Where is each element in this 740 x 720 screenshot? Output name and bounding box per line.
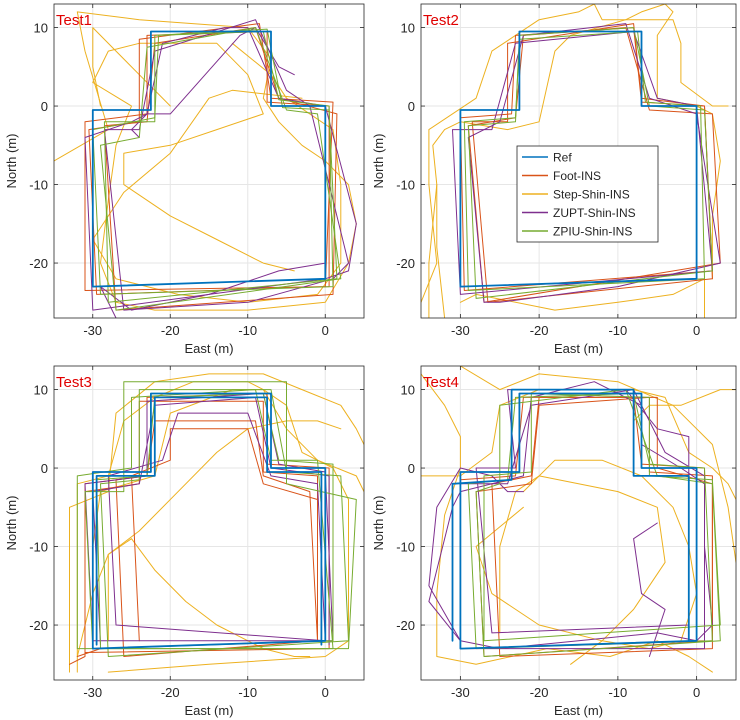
series-line-step-shin-ins xyxy=(499,475,666,665)
x-tick-label: -10 xyxy=(608,323,627,338)
y-axis-label: North (m) xyxy=(371,496,386,551)
x-tick-label: -20 xyxy=(530,685,549,700)
x-tick-label: -20 xyxy=(161,685,180,700)
x-axis-label: East (m) xyxy=(184,341,233,356)
series-line-step-shin-ins xyxy=(459,366,736,563)
x-tick-label: -20 xyxy=(161,323,180,338)
x-tick-label: 0 xyxy=(322,323,329,338)
series-line-zupt-shin-ins xyxy=(428,467,524,642)
y-tick-label: -10 xyxy=(396,540,415,555)
subplot-test1: -30 -20 -10 0 -20 -10 0 10 East (m) North (m) Test… xyxy=(4,3,365,356)
x-tick-label: 0 xyxy=(322,685,329,700)
series-line-zupt-shin-ins xyxy=(107,412,326,642)
y-tick-label: -10 xyxy=(396,178,415,193)
series-line-step-shin-ins xyxy=(428,184,438,318)
y-tick-label: -20 xyxy=(29,256,48,271)
x-tick-label: -20 xyxy=(530,323,549,338)
legend-label-zupt-shin-ins: ZUPT-Shin-INS xyxy=(553,206,636,220)
subplot-test2: -30 -20 -10 0 -20 -10 0 10 East (m) North (m) Test… xyxy=(371,3,737,356)
series-line-step-shin-ins xyxy=(421,4,729,303)
legend-label-zpiu-shin-ins: ZPIU-Shin-INS xyxy=(553,225,632,239)
x-axis-label: East (m) xyxy=(554,703,603,718)
legend-label-foot-ins: Foot-INS xyxy=(553,169,601,183)
series-group xyxy=(421,4,729,318)
plot-area xyxy=(54,366,364,680)
y-tick-label: -10 xyxy=(29,540,48,555)
series-line-zpiu-shin-ins xyxy=(103,28,338,303)
y-tick-label: 0 xyxy=(408,99,415,114)
subplot-title: Test3 xyxy=(56,374,92,391)
x-tick-label: 0 xyxy=(693,685,700,700)
x-axis-label: East (m) xyxy=(554,341,603,356)
series-line-ref xyxy=(91,392,327,650)
series-line-zpiu-shin-ins xyxy=(100,389,349,657)
x-tick-label: -30 xyxy=(83,323,102,338)
series-line-step-shin-ins xyxy=(69,373,364,673)
x-tick-label: -10 xyxy=(608,685,627,700)
series-line-zpiu-shin-ins xyxy=(84,381,357,650)
series-line-ref xyxy=(459,392,698,650)
series-line-zupt-shin-ins xyxy=(131,27,295,138)
series-line-ref xyxy=(459,30,698,288)
y-tick-label: -10 xyxy=(29,178,48,193)
series-line-foot-ins xyxy=(491,396,713,657)
series-line-ref xyxy=(91,30,327,288)
legend-label-ref: Ref xyxy=(553,151,572,165)
y-tick-label: 10 xyxy=(401,21,415,36)
legend: Ref Foot-INS Step-Shin-INS ZUPT-Shin-INS ZPI… xyxy=(516,145,659,243)
series-line-ref xyxy=(451,388,690,642)
x-axis-label: East (m) xyxy=(184,703,233,718)
series-group xyxy=(421,366,736,673)
x-tick-label: -30 xyxy=(451,685,470,700)
series-line-zupt-shin-ins xyxy=(467,23,721,303)
series-line-zupt-shin-ins xyxy=(84,27,357,311)
series-line-step-shin-ins xyxy=(432,4,721,318)
subplot-title: Test4 xyxy=(423,374,459,391)
y-tick-label: 0 xyxy=(408,461,415,476)
y-tick-label: -20 xyxy=(29,618,48,633)
subplot-test4: -30 -20 -10 0 -20 -10 0 10 East (m) North (m) Test… xyxy=(371,365,737,718)
x-tick-label: -30 xyxy=(83,685,102,700)
series-group xyxy=(69,373,364,673)
series-line-zpiu-shin-ins xyxy=(76,389,334,650)
series-group xyxy=(54,11,357,318)
plot-area xyxy=(54,4,364,318)
y-tick-label: 10 xyxy=(34,383,48,398)
x-tick-label: -30 xyxy=(451,323,470,338)
series-line-zpiu-shin-ins xyxy=(100,27,342,311)
series-line-zpiu-shin-ins xyxy=(483,393,721,642)
axes-box xyxy=(53,365,365,681)
x-tick-label: 0 xyxy=(693,323,700,338)
series-line-zupt-shin-ins xyxy=(633,522,666,657)
y-tick-label: 0 xyxy=(41,461,48,476)
series-line-step-shin-ins xyxy=(76,538,311,657)
series-line-step-shin-ins xyxy=(421,373,713,673)
axes-box xyxy=(420,365,737,681)
y-tick-label: 10 xyxy=(34,21,48,36)
series-line-foot-ins xyxy=(467,27,721,303)
subplot-test3: -30 -20 -10 0 -20 -10 0 10 East (m) North (m) Test… xyxy=(4,365,365,718)
y-tick-label: -20 xyxy=(396,618,415,633)
series-line-zupt-shin-ins xyxy=(428,381,713,650)
y-tick-label: -20 xyxy=(396,256,415,271)
x-tick-label: -10 xyxy=(238,323,257,338)
series-line-zupt-shin-ins xyxy=(103,19,349,311)
axes-box xyxy=(53,3,365,319)
y-tick-label: 10 xyxy=(401,383,415,398)
subplot-title: Test1 xyxy=(56,12,92,29)
series-line-ref xyxy=(95,396,323,646)
y-tick-label: 0 xyxy=(41,99,48,114)
axes-box xyxy=(420,3,737,319)
y-axis-label: North (m) xyxy=(4,496,19,551)
y-axis-label: North (m) xyxy=(371,134,386,189)
series-line-foot-ins xyxy=(131,428,318,642)
legend-label-step-shin-ins: Step-Shin-INS xyxy=(553,188,630,202)
series-line-step-shin-ins xyxy=(92,42,342,303)
y-axis-label: North (m) xyxy=(4,134,19,189)
x-tick-label: -10 xyxy=(238,685,257,700)
legend-box xyxy=(516,145,659,243)
series-line-zpiu-shin-ins xyxy=(467,27,713,299)
subplot-title: Test2 xyxy=(423,12,459,29)
